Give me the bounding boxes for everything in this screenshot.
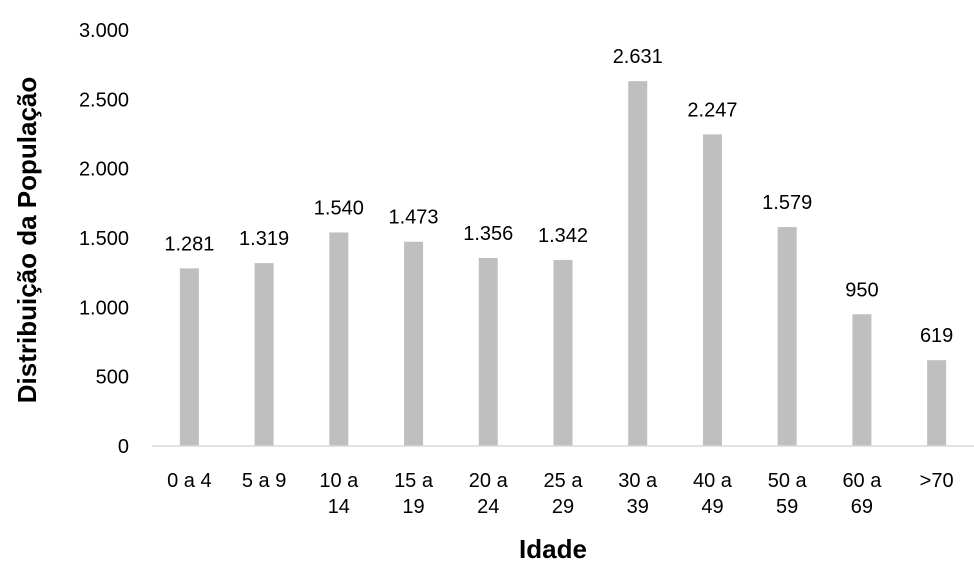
data-label: 1.281 [164, 233, 214, 255]
data-label: 950 [845, 279, 878, 301]
x-axis-title: Idade [519, 534, 587, 564]
y-tick-label: 2.500 [79, 89, 129, 111]
x-axis-categories: 0 a 4 5 a 9 10 a 14 15 a 19 20 a 24 25 a 29 30 a 39… [167, 470, 953, 518]
y-tick-label: 3.000 [79, 20, 129, 42]
y-tick-label: 0 [118, 436, 129, 458]
x-tick-label: 30 a 39 [618, 470, 658, 518]
y-axis-ticks: 0 500 1.000 1.500 2.000 2.500 3.000 [79, 20, 129, 458]
data-label: 1.579 [762, 192, 812, 214]
bar [777, 227, 797, 446]
bar [553, 259, 573, 446]
x-tick-label: 20 a 24 [469, 470, 509, 518]
y-tick-label: 500 [96, 367, 129, 389]
data-label: 1.319 [239, 228, 289, 250]
x-tick-label: 0 a 4 [167, 470, 211, 492]
y-tick-label: 1.500 [79, 228, 129, 250]
data-label: 2.247 [687, 99, 737, 121]
bars [179, 81, 947, 446]
bar [628, 81, 648, 446]
bar [852, 314, 872, 446]
x-tick-label: 40 a 49 [693, 470, 733, 518]
bar [478, 257, 498, 446]
y-tick-label: 2.000 [79, 159, 129, 181]
bar [329, 232, 349, 446]
data-label: 1.342 [538, 225, 588, 247]
x-tick-label: 25 a 29 [544, 470, 584, 518]
bar [702, 134, 722, 446]
x-tick-label: 15 a 19 [394, 470, 434, 518]
data-label: 619 [920, 325, 953, 347]
bar [404, 241, 424, 446]
x-tick-label: 60 a 69 [842, 470, 882, 518]
data-label: 1.473 [389, 207, 439, 229]
data-label: 1.540 [314, 197, 364, 219]
y-tick-label: 1.000 [79, 297, 129, 319]
x-tick-label: 50 a 59 [768, 470, 808, 518]
y-axis-title: Distribuição da População [12, 77, 42, 404]
data-label: 2.631 [613, 46, 663, 68]
bar [179, 268, 199, 446]
x-tick-label: 10 a 14 [319, 470, 359, 518]
data-label: 1.356 [463, 223, 513, 245]
bar [254, 263, 274, 446]
x-tick-label: 5 a 9 [242, 470, 286, 492]
bar [927, 360, 947, 446]
x-tick-label: >70 [920, 470, 954, 492]
data-labels: 1.281 1.319 1.540 1.473 1.356 1.342 2.631 2.247… [164, 46, 953, 347]
